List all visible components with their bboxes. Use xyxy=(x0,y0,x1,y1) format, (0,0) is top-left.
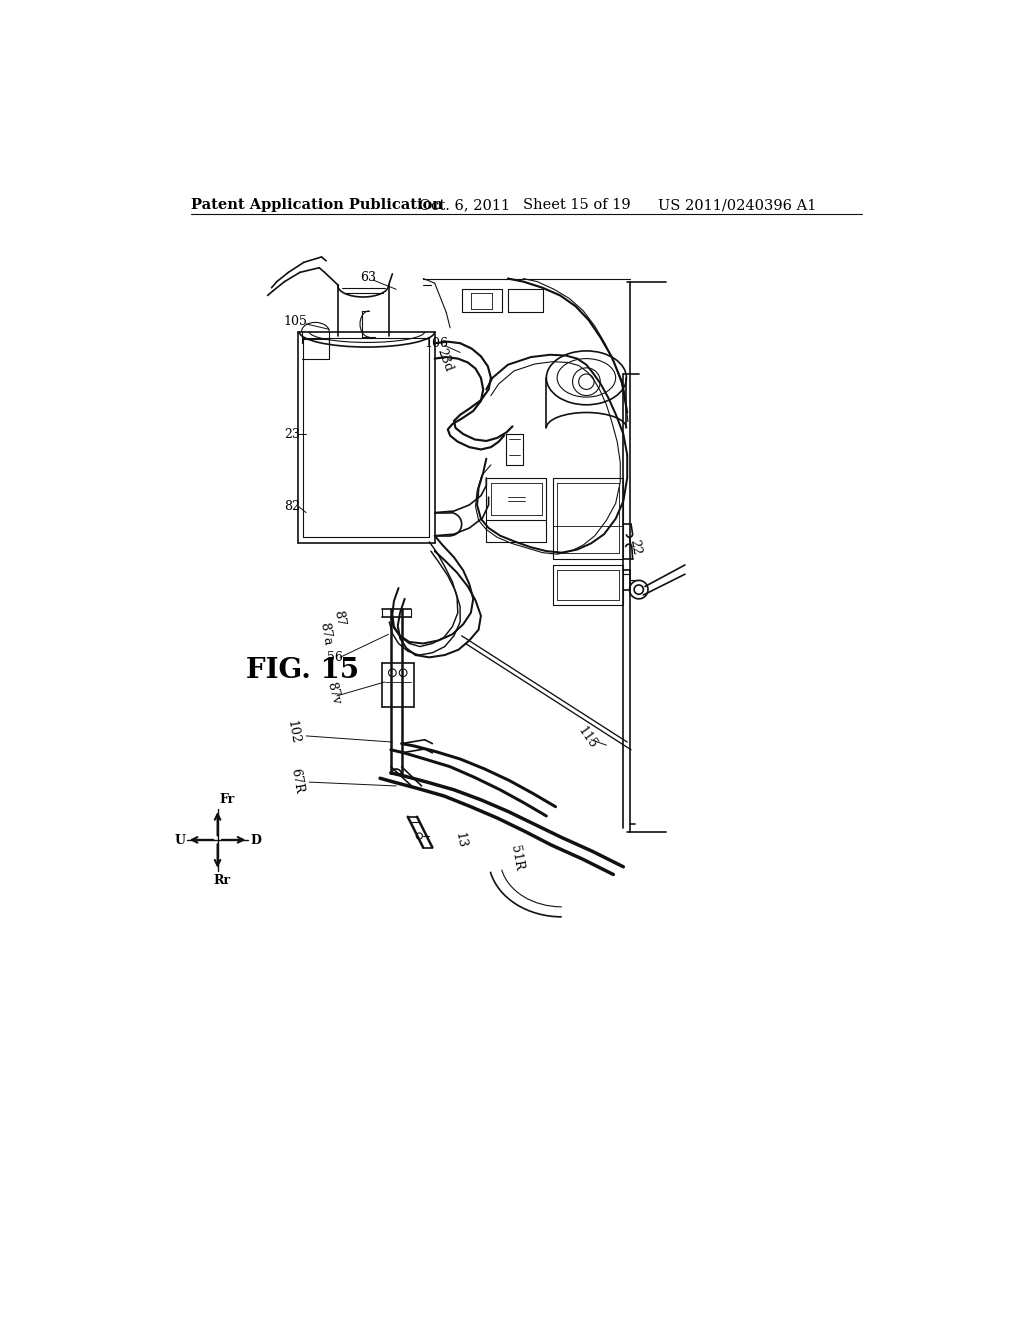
Text: 56: 56 xyxy=(327,651,343,664)
Text: Rr: Rr xyxy=(214,874,230,887)
Text: Fr: Fr xyxy=(220,793,236,807)
Text: 106: 106 xyxy=(425,337,449,350)
Text: 87v: 87v xyxy=(325,681,343,706)
Text: D: D xyxy=(251,834,261,847)
Text: Oct. 6, 2011: Oct. 6, 2011 xyxy=(419,198,510,213)
Text: 105: 105 xyxy=(283,315,307,329)
Text: 102: 102 xyxy=(285,719,301,744)
Text: US 2011/0240396 A1: US 2011/0240396 A1 xyxy=(658,198,816,213)
Text: 23d: 23d xyxy=(435,347,455,374)
Text: 51R: 51R xyxy=(508,843,525,871)
Text: U: U xyxy=(174,834,185,847)
Text: 82: 82 xyxy=(285,500,300,513)
Text: 87: 87 xyxy=(331,609,346,627)
Text: 13: 13 xyxy=(453,830,468,849)
Text: 87a: 87a xyxy=(316,622,334,647)
Text: 67R: 67R xyxy=(289,767,305,795)
Text: 115: 115 xyxy=(574,725,599,751)
Text: FIG. 15: FIG. 15 xyxy=(246,657,359,684)
Text: 63: 63 xyxy=(360,271,376,284)
Text: Sheet 15 of 19: Sheet 15 of 19 xyxy=(523,198,631,213)
Text: 23: 23 xyxy=(284,428,300,441)
Text: 22: 22 xyxy=(628,539,643,556)
Text: Patent Application Publication: Patent Application Publication xyxy=(190,198,442,213)
